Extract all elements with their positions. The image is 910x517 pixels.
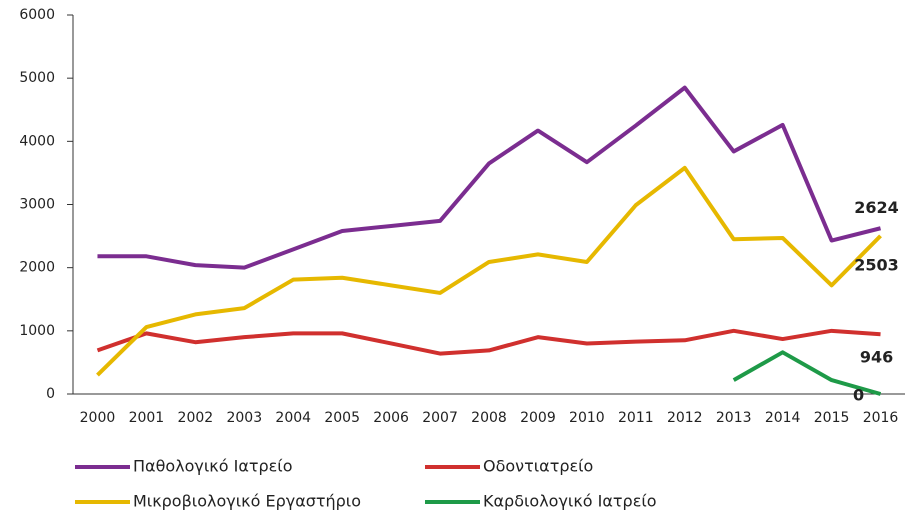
y-tick-label: 1000 [19,323,55,339]
x-tick-label: 2008 [471,410,507,426]
series-line [96,328,881,356]
x-tick-label: 2000 [80,410,116,426]
x-tick-label: 2004 [275,410,311,426]
x-tick-label: 2002 [178,410,214,426]
series-line [732,350,882,396]
series-line [97,85,882,270]
x-tick-label: 2015 [814,410,850,426]
x-tick-label: 2001 [129,410,165,426]
x-tick-label: 2012 [667,410,703,426]
legend-label: Οδοντιατρείο [483,457,593,476]
y-tick-label: 5000 [19,70,55,86]
x-tick-label: 2007 [422,410,458,426]
legend-label: Μικροβιολογικό Εργαστήριο [133,492,361,511]
series-line [96,165,882,377]
x-tick-label: 2003 [226,410,262,426]
x-tick-label: 2005 [324,410,360,426]
y-tick-label: 4000 [19,133,55,149]
data-label: 2503 [854,255,899,274]
legend-label: Παθολογικό Ιατρείο [133,457,293,476]
x-tick-label: 2013 [716,410,752,426]
y-tick-label: 6000 [19,7,55,23]
x-tick-label: 2010 [569,410,605,426]
data-label: 0 [853,386,864,405]
y-tick-label: 3000 [19,197,55,213]
x-tick-label: 2011 [618,410,654,426]
x-tick-label: 2016 [863,410,899,426]
data-label: 2624 [854,198,899,217]
data-label: 946 [860,348,893,367]
legend-label: Καρδιολογικό Ιατρείο [483,492,657,511]
y-tick-label: 2000 [19,260,55,276]
x-tick-label: 2014 [765,410,801,426]
x-tick-label: 2006 [373,410,409,426]
x-tick-label: 2009 [520,410,556,426]
y-tick-label: 0 [46,386,55,402]
